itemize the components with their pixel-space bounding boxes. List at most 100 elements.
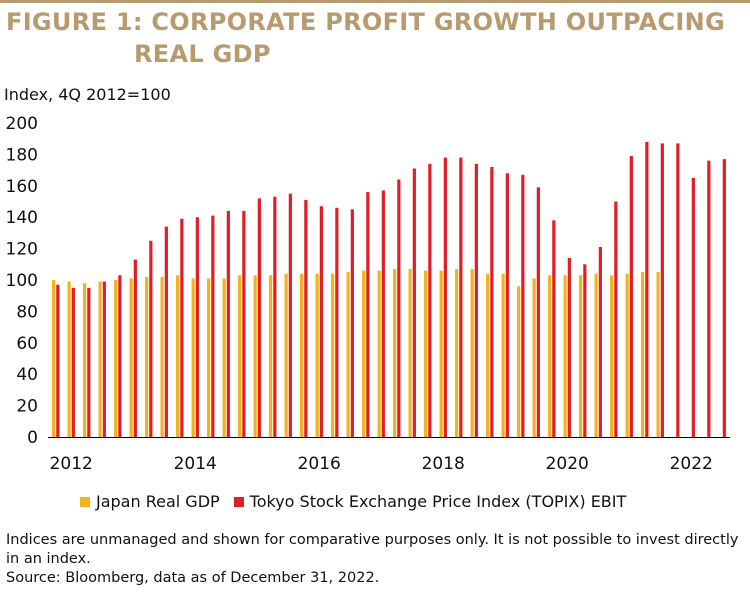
bar-gdp — [83, 283, 87, 437]
bar-gdp — [470, 269, 474, 437]
y-axis-label: Index, 4Q 2012=100 — [4, 85, 171, 104]
bar-gdp — [238, 275, 242, 437]
bar-gdp — [594, 273, 598, 437]
bar-topix — [552, 220, 556, 437]
bar-gdp — [129, 278, 133, 437]
bar-topix — [350, 209, 354, 437]
bar-topix — [195, 217, 199, 437]
y-tick-label: 40 — [16, 365, 38, 385]
title-rule — [0, 0, 750, 3]
bar-gdp — [98, 281, 102, 437]
legend-item-gdp: Japan Real GDP — [80, 492, 220, 512]
bar-topix — [319, 206, 323, 437]
bar-topix — [149, 240, 153, 437]
figure-title: FIGURE 1: CORPORATE PROFIT GROWTH OUTPAC… — [6, 6, 746, 70]
x-tick-label: 2022 — [670, 454, 713, 474]
bar-topix — [335, 207, 339, 437]
chart-legend: Japan Real GDP Tokyo Stock Exchange Pric… — [80, 492, 640, 512]
bar-topix — [381, 190, 385, 437]
bar-topix — [180, 218, 184, 437]
bar-topix — [567, 258, 571, 437]
bar-gdp — [563, 275, 567, 437]
bar-gdp — [579, 275, 583, 437]
bar-gdp — [145, 276, 149, 437]
bar-topix — [71, 287, 75, 437]
title-line-2: REAL GDP — [134, 40, 271, 68]
y-tick-label: 160 — [6, 177, 38, 197]
bar-topix — [676, 143, 680, 437]
bar-gdp — [207, 278, 211, 437]
bar-gdp — [160, 276, 164, 437]
bar-topix — [490, 166, 494, 437]
bar-topix — [459, 157, 463, 437]
bar-topix — [707, 160, 711, 437]
bar-topix — [722, 159, 726, 438]
bar-gdp — [52, 280, 56, 437]
bar-topix — [273, 196, 277, 437]
bar-topix — [56, 284, 60, 437]
x-tick-label: 2012 — [50, 454, 93, 474]
bar-topix — [412, 168, 416, 437]
source-text: Source: Bloomberg, data as of December 3… — [6, 570, 380, 586]
bar-topix — [304, 199, 308, 437]
legend-label-gdp: Japan Real GDP — [96, 492, 220, 511]
title-line-1: FIGURE 1: CORPORATE PROFIT GROWTH OUTPAC… — [6, 8, 726, 36]
bar-gdp — [641, 272, 645, 437]
bar-gdp — [377, 270, 381, 437]
bar-gdp — [362, 270, 366, 437]
bar-gdp — [222, 278, 226, 437]
bar-topix — [660, 143, 664, 437]
bar-gdp — [439, 270, 443, 437]
bar-chart: Index, 4Q 2012=100 0 20 40 60 80 100 120 140 160 1… — [4, 85, 730, 474]
x-tick-label: 2014 — [174, 454, 217, 474]
y-tick-label: 200 — [6, 114, 38, 134]
bar-topix — [257, 198, 261, 437]
legend-item-topix: Tokyo Stock Exchange Price Index (TOPIX)… — [233, 492, 626, 512]
bar-gdp — [532, 278, 536, 437]
bar-topix — [614, 201, 618, 437]
bar-gdp — [269, 275, 273, 437]
bar-topix — [645, 141, 649, 437]
bar-gdp — [517, 286, 521, 437]
bar-gdp — [114, 280, 118, 437]
y-tick-label: 0 — [27, 428, 38, 448]
bar-gdp — [67, 281, 71, 437]
bar-gdp — [176, 275, 180, 437]
bar-gdp — [300, 273, 304, 437]
bar-topix — [118, 275, 122, 437]
y-tick-label: 120 — [6, 240, 38, 260]
bar-topix — [87, 287, 91, 437]
x-tick-label: 2016 — [298, 454, 341, 474]
x-tick-label: 2018 — [422, 454, 465, 474]
bar-gdp — [625, 273, 629, 437]
bar-topix — [366, 192, 370, 437]
bar-gdp — [393, 269, 397, 437]
bar-gdp — [424, 270, 428, 437]
y-tick-label: 80 — [16, 302, 38, 322]
bar-topix — [428, 163, 432, 437]
bar-gdp — [191, 278, 195, 437]
y-tick-label: 100 — [6, 271, 38, 291]
bar-gdp — [486, 273, 490, 437]
bar-gdp — [331, 273, 335, 437]
bar-topix — [164, 226, 168, 437]
bar-gdp — [346, 272, 350, 437]
bar-gdp — [315, 273, 319, 437]
bar-topix — [629, 155, 633, 437]
bar-topix — [133, 259, 137, 437]
bar-topix — [521, 174, 525, 437]
disclaimer-text: Indices are unmanaged and shown for comp… — [6, 532, 739, 567]
bar-topix — [288, 193, 292, 437]
bar-gdp — [656, 272, 660, 437]
bar-topix — [505, 173, 509, 437]
bar-gdp — [284, 273, 288, 437]
bar-topix — [536, 187, 540, 437]
chart-area: Index, 4Q 2012=100 0 20 40 60 80 100 120 140 160 1… — [0, 80, 750, 480]
bar-topix — [211, 215, 215, 437]
footnote: Indices are unmanaged and shown for comp… — [6, 531, 744, 588]
bar-topix — [242, 210, 246, 437]
bar-gdp — [548, 275, 552, 437]
y-tick-label: 180 — [6, 145, 38, 165]
x-tick-label: 2020 — [546, 454, 589, 474]
legend-swatch-gdp — [80, 497, 90, 507]
